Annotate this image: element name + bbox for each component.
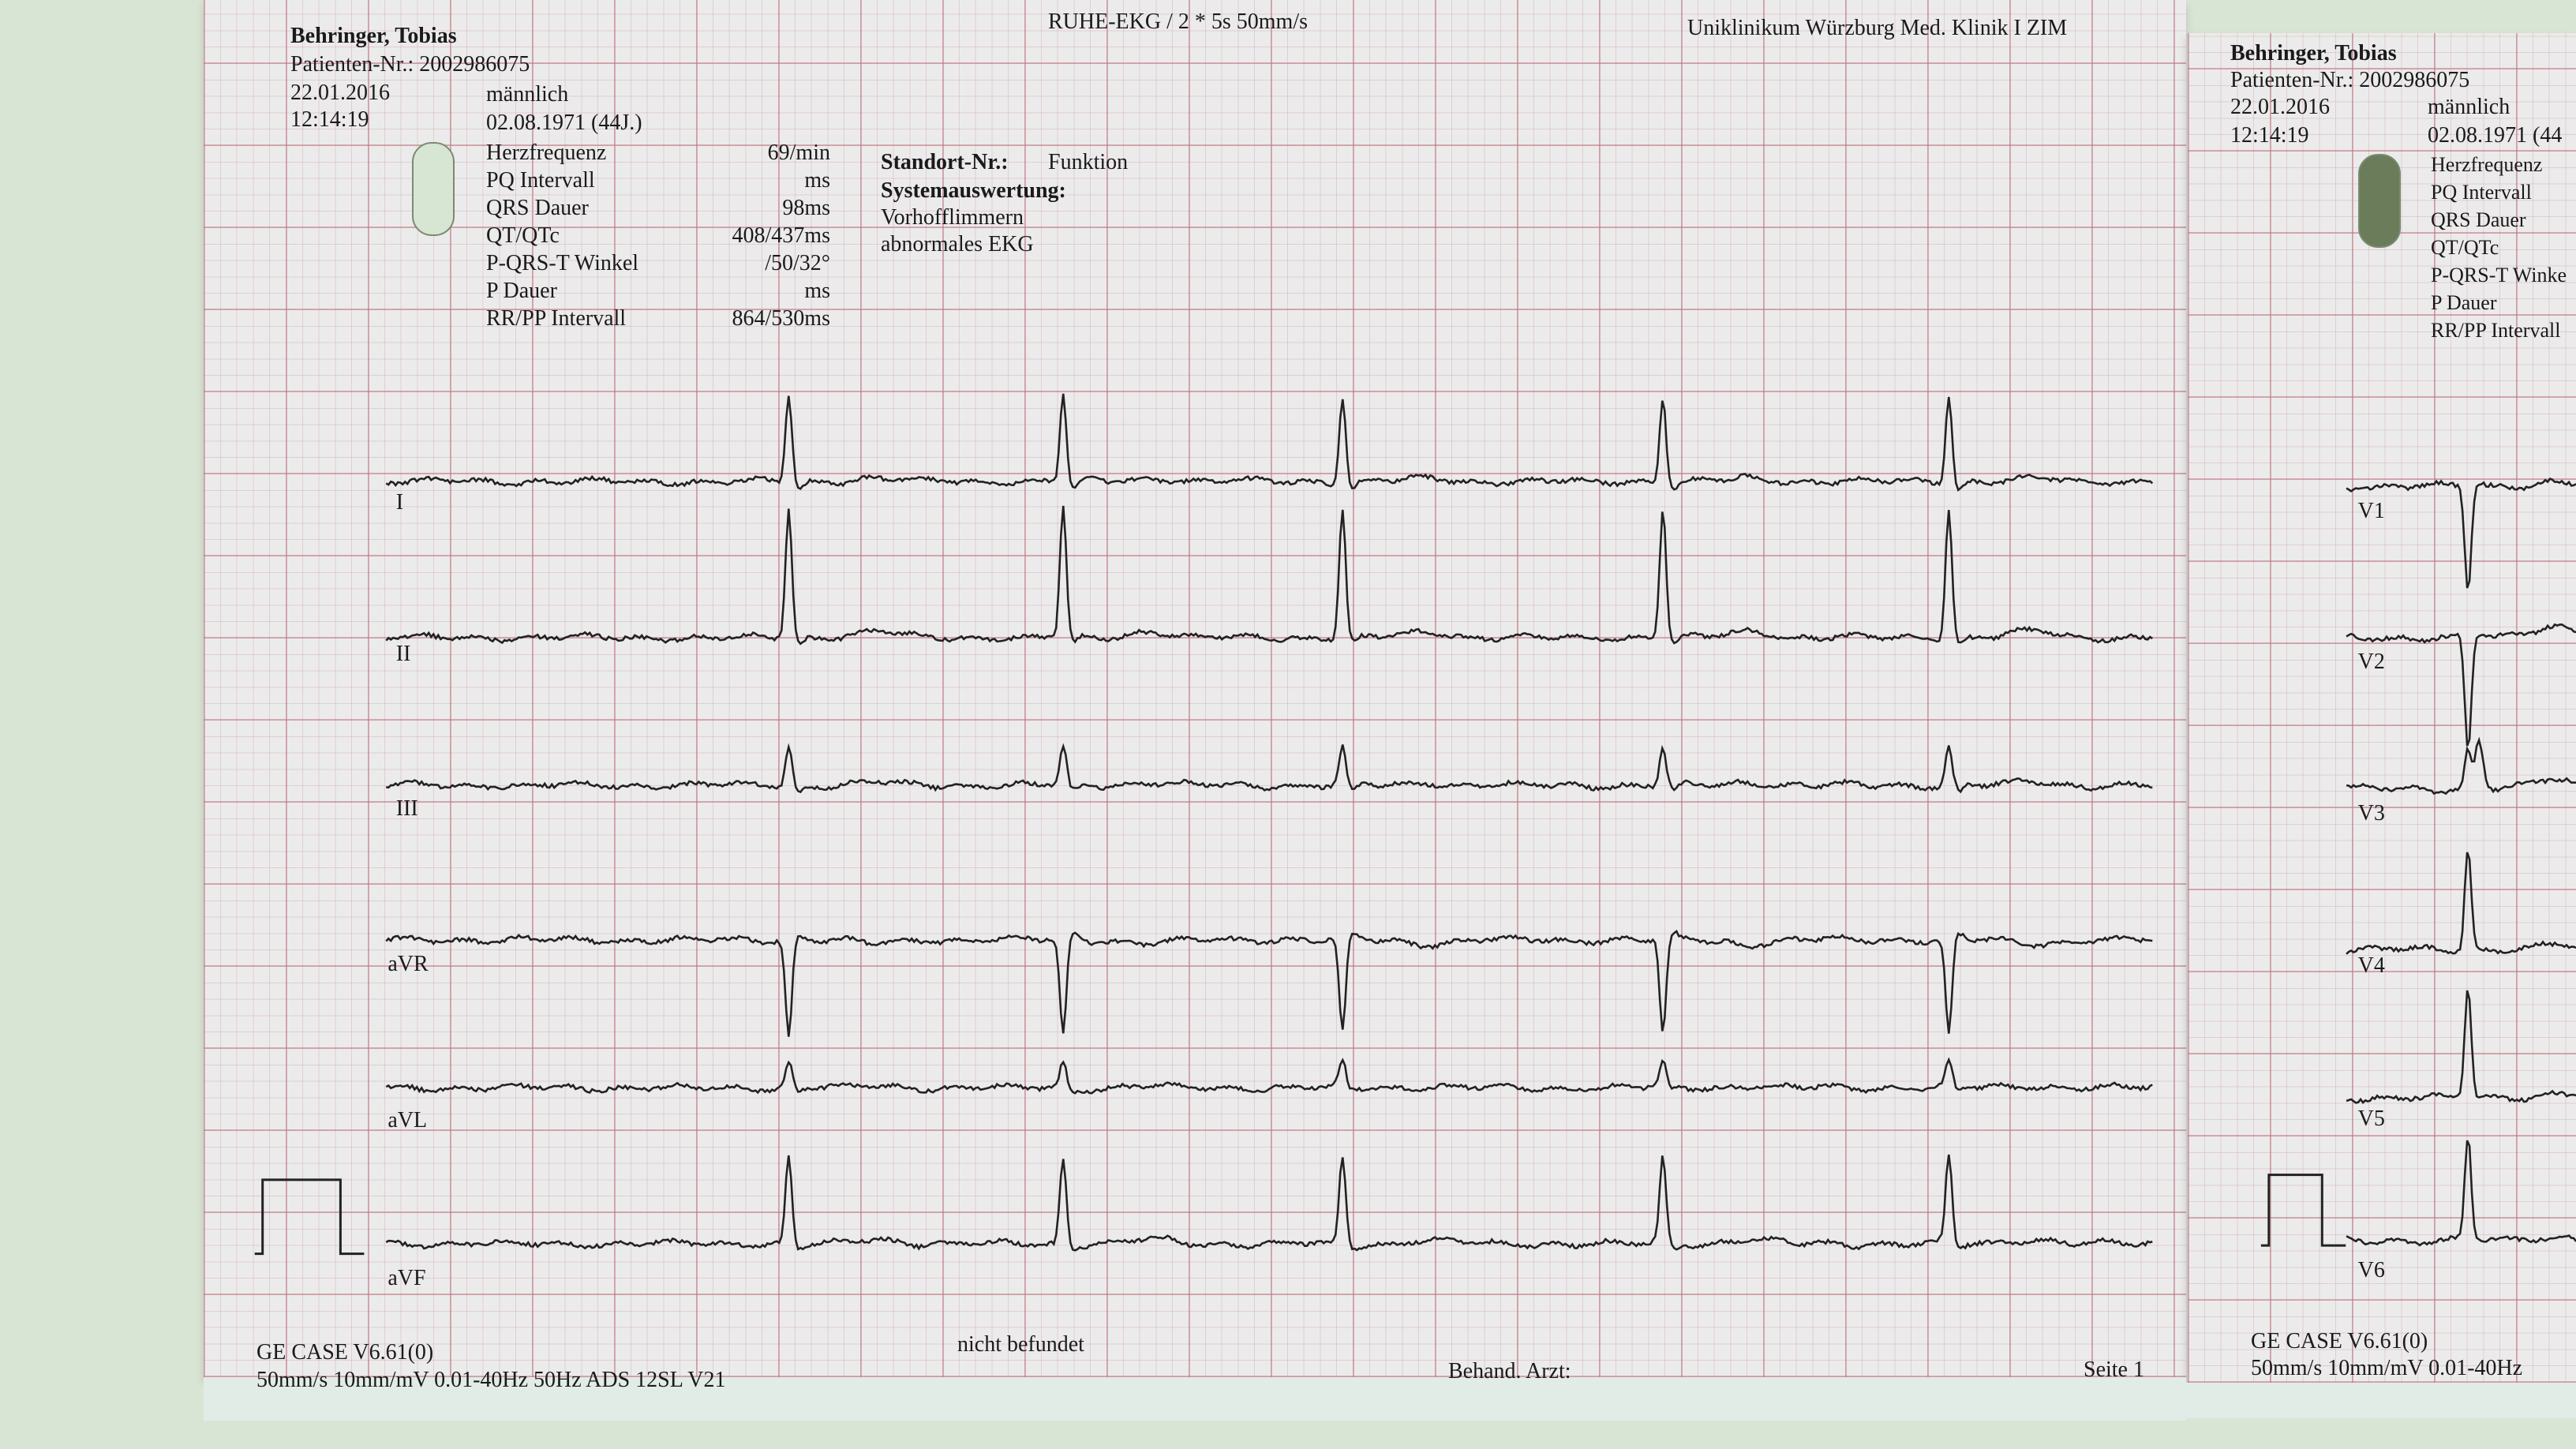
measurement-value: 98ms <box>782 196 830 220</box>
page2-patient-name: Behringer, Tobias <box>2230 41 2397 66</box>
page2-measurement-label: RR/PP Intervall <box>2431 319 2561 342</box>
punch-hole <box>412 142 455 236</box>
measurement-label: QT/QTc <box>486 223 560 248</box>
measurement-value: 69/min <box>767 140 830 165</box>
paper-margin <box>204 1377 2186 1421</box>
physician-label: Behand. Arzt: <box>1448 1359 1571 1383</box>
page2-measurement-label: QT/QTc <box>2431 236 2499 259</box>
lead-label: III <box>395 796 418 821</box>
patient-birthdate: 02.08.1971 (44J.) <box>486 110 642 135</box>
lead-label: V4 <box>2357 953 2385 979</box>
ecg-trace <box>385 393 2154 492</box>
page2-time: 12:14:19 <box>2230 123 2309 148</box>
ecg-trace <box>2346 990 2576 1105</box>
measurement-label: RR/PP Intervall <box>486 306 627 331</box>
ecg-trace <box>2346 852 2576 955</box>
measurement-value: 408/437ms <box>732 223 830 248</box>
report-status: nicht befundet <box>957 1332 1084 1357</box>
lead-label: V6 <box>2357 1257 2385 1282</box>
measurement-label: P Dauer <box>486 279 557 303</box>
page2-sex: männlich <box>2428 95 2510 119</box>
interpretation-line: abnormales EKG <box>881 232 1034 256</box>
ecg-trace <box>2346 736 2576 796</box>
page2-recording-settings: 50mm/s 10mm/mV 0.01-40Hz <box>2251 1356 2523 1380</box>
page2-birthdate: 02.08.1971 (44 <box>2428 123 2563 148</box>
measurement-value: ms <box>804 168 830 193</box>
location-label: Standort-Nr.: <box>881 150 1009 174</box>
report-title: RUHE-EKG / 2 * 5s 50mm/s <box>1048 9 1308 34</box>
recording-settings: 50mm/s 10mm/mV 0.01-40Hz 50Hz ADS 12SL V… <box>256 1368 726 1392</box>
patient-sex: männlich <box>486 82 569 107</box>
ecg-trace <box>2346 477 2576 589</box>
measurement-label: P-QRS-T Winkel <box>486 251 639 275</box>
page2-measurement-label: QRS Dauer <box>2431 208 2526 231</box>
page2-patient-number: Patienten-Nr.: 2002986075 <box>2230 68 2470 92</box>
institution: Uniklinikum Würzburg Med. Klinik I ZIM <box>1687 16 2068 40</box>
patient-number: Patienten-Nr.: 2002986075 <box>290 52 530 77</box>
page-number: Seite 1 <box>2084 1357 2144 1382</box>
lead-label: V3 <box>2357 800 2385 826</box>
lead-label: aVR <box>388 952 429 977</box>
system-evaluation-label: Systemauswertung: <box>881 178 1066 203</box>
ecg-trace <box>385 505 2153 646</box>
lead-label: aVF <box>388 1265 426 1290</box>
lead-label: I <box>395 490 404 515</box>
ecg-trace <box>2346 1140 2576 1247</box>
lead-label: II <box>395 641 411 666</box>
calibration-pulse <box>254 1178 365 1256</box>
calibration-pulse <box>2260 1174 2346 1247</box>
patient-name: Behringer, Tobias <box>290 24 457 48</box>
ecg-trace <box>386 743 2153 794</box>
lead-label: V1 <box>2357 498 2385 523</box>
ecg-page-1 <box>204 0 2186 1377</box>
measurement-label: Herzfrequenz <box>486 140 607 165</box>
measurement-value: 864/530ms <box>732 306 830 331</box>
interpretation-line: Vorhofflimmern <box>881 205 1024 230</box>
exam-date: 22.01.2016 <box>290 80 390 105</box>
lead-label: V5 <box>2357 1106 2385 1131</box>
measurement-label: QRS Dauer <box>486 196 589 220</box>
paper-margin-2 <box>2186 1383 2576 1418</box>
page2-measurement-label: PQ Intervall <box>2431 181 2532 204</box>
ecg-trace <box>2346 623 2576 747</box>
device-version: GE CASE V6.61(0) <box>256 1340 434 1365</box>
ecg-trace <box>385 930 2153 1037</box>
lead-label: aVL <box>388 1108 428 1133</box>
punch-hole-2 <box>2358 154 2401 248</box>
page2-measurement-label: P Dauer <box>2431 291 2497 314</box>
page2-date: 22.01.2016 <box>2230 95 2330 119</box>
ecg-trace <box>385 1154 2153 1252</box>
ecg-trace <box>385 1057 2153 1095</box>
lead-label: V2 <box>2357 650 2385 675</box>
measurement-label: PQ Intervall <box>486 168 595 193</box>
exam-time: 12:14:19 <box>290 107 369 132</box>
measurement-value: /50/32° <box>765 251 830 275</box>
ecg-page-2 <box>2186 33 2576 1383</box>
page2-measurement-label: P-QRS-T Winke <box>2431 264 2567 286</box>
page2-device-version: GE CASE V6.61(0) <box>2251 1329 2428 1354</box>
location-value: Funktion <box>1048 150 1129 174</box>
page2-measurement-label: Herzfrequenz <box>2431 153 2543 176</box>
measurement-value: ms <box>804 279 830 303</box>
